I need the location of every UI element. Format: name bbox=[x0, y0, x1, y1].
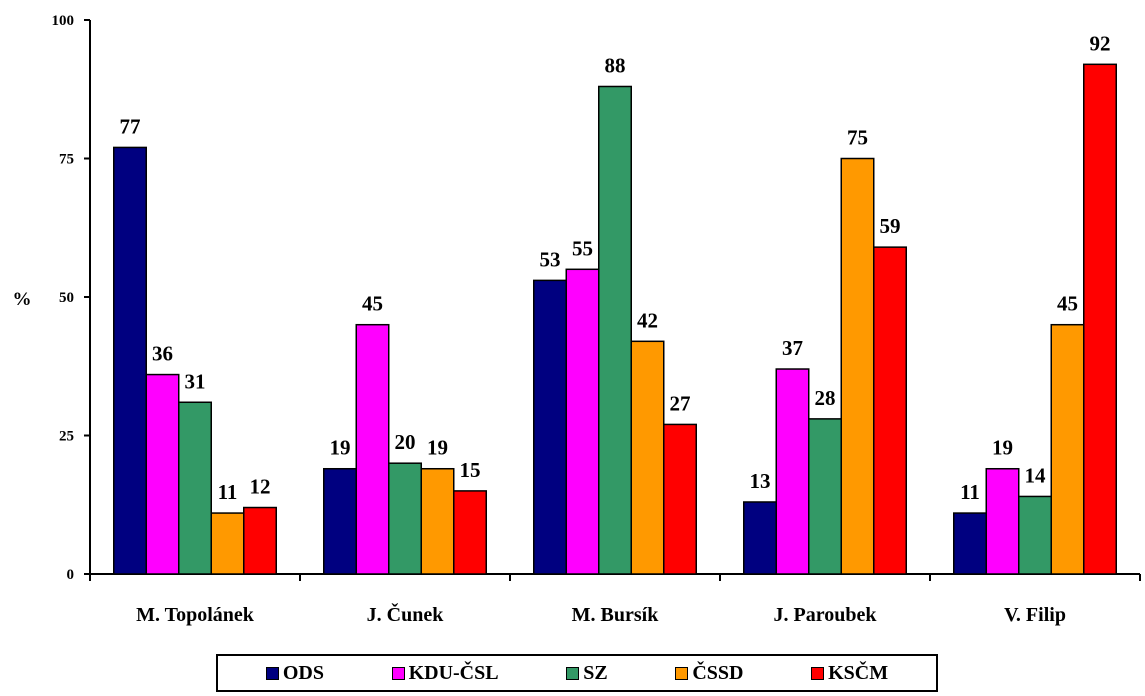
bar bbox=[630, 340, 665, 575]
bar bbox=[113, 146, 147, 575]
bar bbox=[178, 401, 212, 575]
y-tick-label: 25 bbox=[59, 429, 74, 445]
y-tick-label: 50 bbox=[59, 290, 74, 306]
data-label: 36 bbox=[152, 342, 173, 366]
data-label: 45 bbox=[1057, 292, 1078, 316]
data-label: 42 bbox=[637, 308, 658, 332]
bar bbox=[565, 268, 600, 575]
bar bbox=[808, 418, 842, 575]
y-tick-label: 0 bbox=[67, 567, 75, 583]
data-label: 55 bbox=[572, 236, 593, 260]
data-label: 20 bbox=[395, 430, 416, 454]
bar bbox=[775, 368, 810, 575]
x-category-label: M. Topolánek bbox=[136, 604, 255, 626]
legend-item: SZ bbox=[566, 661, 608, 685]
legend-item: KDU-ČSL bbox=[391, 661, 499, 685]
legend-label: ČSSD bbox=[692, 661, 744, 684]
x-category-label: M. Bursík bbox=[572, 604, 660, 626]
bar bbox=[1050, 323, 1085, 575]
x-category-label: V. Filip bbox=[1004, 604, 1066, 626]
data-label: 27 bbox=[670, 391, 691, 415]
legend-item: ODS bbox=[265, 661, 324, 685]
bar bbox=[533, 279, 567, 575]
y-tick-label: 100 bbox=[52, 13, 75, 29]
bar-chart: 0 25 50 75 100 77 36 31 11 12 M. Topolánek 19 45 20 19… bbox=[13, 13, 1141, 626]
bar bbox=[1018, 495, 1052, 575]
bar bbox=[743, 501, 777, 575]
data-label: 19 bbox=[427, 436, 448, 460]
bar bbox=[598, 85, 632, 575]
data-label: 77 bbox=[120, 114, 141, 138]
data-label: 37 bbox=[782, 336, 803, 360]
x-category-label: J. Čunek bbox=[367, 602, 445, 626]
legend: ODS KDU-ČSL SZ ČSSD KSČM bbox=[216, 654, 938, 692]
bar bbox=[210, 512, 245, 575]
data-label: 88 bbox=[605, 53, 626, 77]
legend-swatch bbox=[391, 666, 405, 680]
data-label: 75 bbox=[847, 126, 868, 150]
bar bbox=[420, 467, 455, 575]
legend-item: ČSSD bbox=[675, 662, 743, 685]
bar bbox=[663, 423, 697, 575]
data-label: 15 bbox=[460, 458, 481, 482]
data-label: 45 bbox=[362, 292, 383, 316]
data-label: 19 bbox=[992, 436, 1013, 460]
bar bbox=[840, 157, 875, 575]
data-label: 13 bbox=[750, 469, 771, 493]
bar bbox=[145, 373, 180, 575]
bar bbox=[323, 467, 357, 575]
bar bbox=[243, 506, 277, 575]
y-axis-label: % bbox=[13, 289, 32, 310]
data-label: 14 bbox=[1025, 463, 1047, 487]
data-label: 11 bbox=[218, 480, 238, 504]
data-label: 59 bbox=[880, 214, 901, 238]
legend-label: KDU-ČSL bbox=[408, 661, 499, 684]
legend-label: KSČM bbox=[828, 661, 889, 684]
legend-swatch bbox=[675, 666, 689, 680]
data-label: 31 bbox=[185, 369, 206, 393]
data-label: 12 bbox=[250, 475, 271, 499]
bar bbox=[953, 512, 987, 575]
data-label: 28 bbox=[815, 386, 836, 410]
data-label: 53 bbox=[540, 247, 561, 271]
bar bbox=[1083, 63, 1117, 575]
bar bbox=[355, 323, 390, 575]
plot-area: 0 25 50 75 100 77 36 31 11 12 M. Topolánek 19 45 20 19… bbox=[52, 13, 1141, 626]
legend-swatch bbox=[566, 666, 580, 680]
legend-item: KSČM bbox=[811, 662, 888, 685]
bar bbox=[453, 490, 487, 575]
bar bbox=[985, 467, 1020, 575]
data-label: 19 bbox=[330, 436, 351, 460]
x-category-label: J. Paroubek bbox=[774, 604, 878, 626]
y-tick-label: 75 bbox=[59, 152, 74, 168]
data-label: 92 bbox=[1090, 31, 1111, 55]
legend-swatch bbox=[811, 666, 825, 680]
data-label: 11 bbox=[960, 480, 980, 504]
bar bbox=[388, 462, 422, 575]
bar bbox=[873, 246, 907, 575]
legend-label: ODS bbox=[282, 661, 324, 684]
legend-swatch bbox=[265, 666, 279, 680]
legend-label: SZ bbox=[583, 661, 608, 684]
